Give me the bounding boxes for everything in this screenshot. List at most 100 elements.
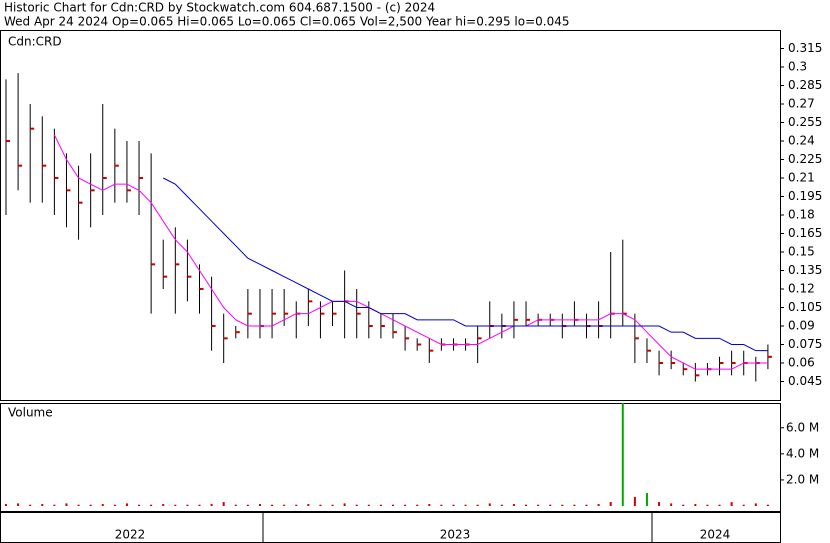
volume-bar xyxy=(512,504,515,506)
y-tick-label: 0.105 xyxy=(788,300,822,314)
volume-bar xyxy=(549,504,552,506)
volume-bar xyxy=(174,504,177,506)
volume-bar xyxy=(295,504,298,506)
y-tick-label: 0.225 xyxy=(788,152,822,166)
y-tick-label: 0.165 xyxy=(788,226,822,240)
volume-bar xyxy=(464,504,467,506)
y-tick-label: 0.06 xyxy=(788,356,815,370)
volume-bar xyxy=(573,504,576,506)
x-year-label: 2023 xyxy=(440,528,471,542)
volume-bar xyxy=(186,504,189,506)
volume-bar xyxy=(198,504,201,506)
y-tick-label: 0.24 xyxy=(788,134,815,148)
volume-bar xyxy=(29,504,32,506)
y-tick-label: 0.045 xyxy=(788,374,822,388)
volume-bar xyxy=(597,504,600,506)
y-tick-label: 0.315 xyxy=(788,41,822,55)
volume-bar xyxy=(766,504,769,506)
volume-bar xyxy=(500,504,503,506)
volume-bar xyxy=(101,504,104,506)
volume-bar xyxy=(53,504,56,506)
volume-bar xyxy=(621,403,624,506)
volume-bar xyxy=(416,504,419,506)
volume-bar xyxy=(65,503,68,506)
volume-tick-label: 2.0 M xyxy=(786,472,819,486)
volume-bar xyxy=(392,504,394,506)
volume-bar xyxy=(561,504,564,506)
volume-bar xyxy=(343,503,346,506)
y-tick-label: 0.18 xyxy=(788,208,815,222)
volume-bar xyxy=(682,504,685,506)
volume-bar xyxy=(730,502,733,506)
volume-bar xyxy=(125,503,128,506)
volume-bar xyxy=(452,504,455,506)
volume-bar xyxy=(319,504,322,506)
volume-bar xyxy=(234,504,237,506)
volume-bar xyxy=(658,502,661,506)
volume-bar xyxy=(440,504,443,506)
volume-tick-label: 4.0 M xyxy=(786,446,819,460)
moving-average xyxy=(53,134,768,370)
volume-bar xyxy=(645,492,648,506)
date-panel xyxy=(0,512,781,543)
volume-bar xyxy=(367,504,370,506)
x-year-label: 2024 xyxy=(700,528,731,542)
y-tick-label: 0.255 xyxy=(788,115,822,129)
volume-bar xyxy=(210,504,213,506)
y-tick-label: 0.27 xyxy=(788,97,815,111)
price-panel xyxy=(0,30,781,401)
volume-tick-label: 6.0 M xyxy=(786,420,819,434)
volume-bar xyxy=(525,504,528,506)
volume-bar xyxy=(694,504,697,506)
volume-bar xyxy=(488,503,491,506)
volume-bar xyxy=(718,504,721,506)
volume-bar xyxy=(476,504,479,506)
volume-bar xyxy=(742,504,745,506)
chart-subtitle: Wed Apr 24 2024 Op=0.065 Hi=0.065 Lo=0.0… xyxy=(4,15,569,29)
volume-bar xyxy=(283,504,286,506)
volume-bar xyxy=(404,504,407,506)
volume-bar xyxy=(89,504,92,506)
y-tick-label: 0.135 xyxy=(788,263,822,277)
chart-title: Historic Chart for Cdn:CRD by Stockwatch… xyxy=(4,1,435,15)
y-tick-label: 0.15 xyxy=(788,245,815,259)
moving-average xyxy=(162,177,768,352)
volume-bar xyxy=(331,504,334,506)
volume-bar xyxy=(17,503,20,506)
y-tick-label: 0.285 xyxy=(788,78,822,92)
volume-bar xyxy=(113,504,116,506)
x-year-label: 2022 xyxy=(115,528,146,542)
volume-bar xyxy=(585,504,588,506)
volume-bar xyxy=(307,504,310,506)
volume-bar xyxy=(77,504,80,506)
y-tick-label: 0.195 xyxy=(788,189,822,203)
volume-bar xyxy=(537,504,540,506)
volume-bar xyxy=(754,503,757,506)
volume-bar xyxy=(670,503,673,506)
volume-bar xyxy=(5,504,7,506)
symbol-label: Cdn:CRD xyxy=(8,35,62,49)
volume-bar xyxy=(222,502,225,506)
y-tick-label: 0.075 xyxy=(788,337,822,351)
volume-bar xyxy=(706,504,709,506)
volume-panel xyxy=(0,403,781,512)
y-tick-label: 0.21 xyxy=(788,171,815,185)
volume-bar xyxy=(271,504,274,506)
y-tick-label: 0.12 xyxy=(788,282,815,296)
volume-bar xyxy=(41,504,44,506)
volume-bar xyxy=(138,504,141,506)
y-tick-label: 0.09 xyxy=(788,319,815,333)
volume-bar xyxy=(246,504,249,506)
volume-bar xyxy=(379,504,382,506)
volume-bar xyxy=(609,502,612,506)
volume-bar xyxy=(355,504,358,506)
volume-bar xyxy=(258,504,261,506)
volume-bar xyxy=(428,504,431,506)
volume-bar xyxy=(633,496,636,506)
volume-bar xyxy=(162,504,165,506)
volume-bar xyxy=(150,504,153,506)
y-tick-label: 0.3 xyxy=(788,60,807,74)
volume-label: Volume xyxy=(8,406,53,420)
